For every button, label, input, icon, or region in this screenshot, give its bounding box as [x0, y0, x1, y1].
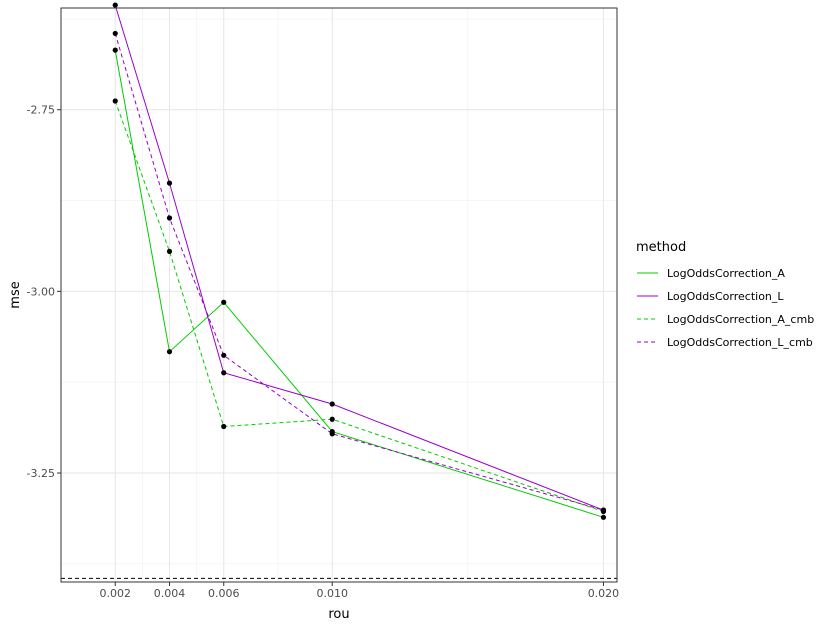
y-tick-label: -3.25	[27, 467, 55, 480]
data-point	[112, 98, 118, 104]
minor-gridlines	[61, 8, 617, 582]
x-axis-title: rou	[328, 607, 349, 622]
data-point	[166, 349, 173, 355]
major-gridlines	[61, 8, 617, 582]
data-point	[166, 180, 173, 186]
plot-panel	[61, 8, 617, 582]
plot-border	[60, 7, 618, 583]
x-tick-label: 0.002	[99, 587, 131, 600]
data-point	[112, 2, 118, 8]
y-axis: -2.75 -3.00 -3.25	[27, 104, 61, 480]
data-point	[221, 299, 227, 305]
data-point	[221, 423, 227, 430]
y-axis-title: mse	[8, 281, 23, 308]
series-line-LogOddsCorrection_L_cmb	[114, 33, 604, 511]
legend-label: LogOddsCorrection_A_cmb	[667, 313, 814, 326]
x-tick-label: 0.010	[316, 587, 348, 600]
x-tick-label: 0.004	[154, 587, 186, 600]
data-point	[329, 431, 335, 437]
x-tick-label: 0.020	[588, 587, 620, 600]
data-point	[329, 401, 335, 407]
data-point	[166, 215, 173, 221]
data-point	[221, 352, 227, 358]
legend: method LogOddsCorrection_A LogOddsCorrect…	[636, 240, 814, 349]
x-axis: 0.002 0.004 0.006 0.010 0.020	[99, 582, 619, 600]
data-points	[112, 2, 607, 520]
data-point	[329, 416, 335, 422]
legend-label: LogOddsCorrection_A	[667, 267, 785, 280]
data-point	[166, 248, 173, 255]
x-tick-label: 0.006	[208, 587, 240, 600]
legend-label: LogOddsCorrection_L_cmb	[667, 336, 813, 349]
data-point	[600, 507, 607, 513]
y-tick-label: -3.00	[27, 285, 55, 298]
data-point	[600, 514, 607, 520]
y-tick-label: -2.75	[27, 104, 55, 117]
data-point	[112, 30, 118, 37]
data-point	[221, 370, 227, 376]
legend-title: method	[636, 240, 686, 255]
data-point	[112, 47, 118, 53]
legend-label: LogOddsCorrection_L	[667, 290, 784, 303]
